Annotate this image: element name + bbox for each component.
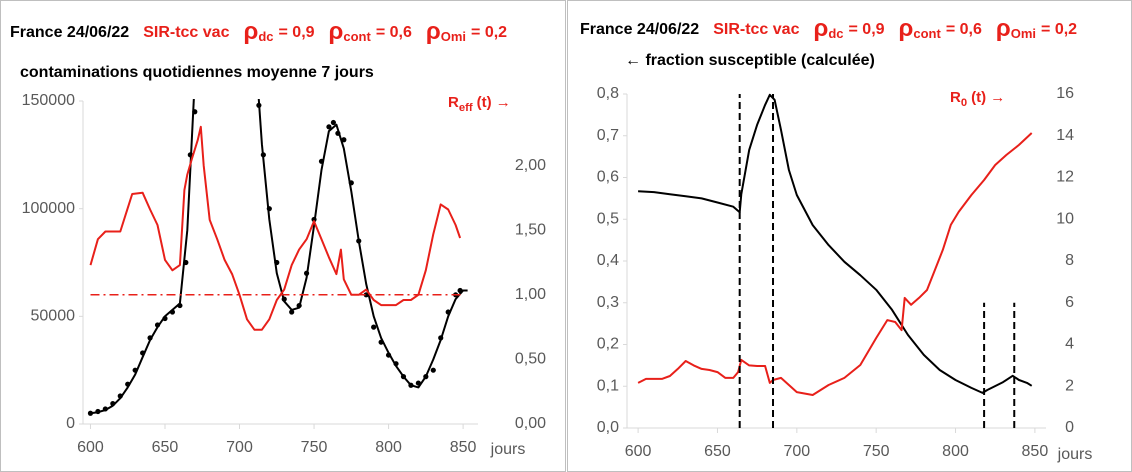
y-tick-label: 100000 <box>22 200 75 217</box>
data-point <box>326 124 332 130</box>
y2-tick-label: 6 <box>1065 294 1074 311</box>
y-tick-label: 0,8 <box>597 85 619 102</box>
x-tick-label: 750 <box>301 439 328 456</box>
y2-tick-label: 0 <box>1065 419 1074 436</box>
title-part: ρ <box>813 15 828 42</box>
title-part: SIR-tcc vac <box>143 24 229 41</box>
y-tick-label: 0 <box>66 415 75 432</box>
y2-tick-label: 0,50 <box>515 351 546 368</box>
y2-tick-label: 2 <box>1065 377 1074 394</box>
title-part: ρ <box>996 15 1011 42</box>
data-point <box>371 324 377 330</box>
data-point <box>289 309 295 315</box>
title-part: = 0,6 <box>376 24 412 41</box>
subtitle: contaminations quotidiennes moyenne 7 jo… <box>20 64 374 81</box>
x-tick-label: 650 <box>152 439 179 456</box>
x-axis-label: jours <box>490 441 526 458</box>
title-part: = 0,9 <box>849 21 885 38</box>
label-subscript: eff <box>459 102 473 114</box>
title-part: ρ <box>426 18 441 45</box>
label-text: (t) → <box>477 94 511 111</box>
panel-frame <box>0 0 566 472</box>
title-subscript: cont <box>913 26 941 41</box>
panel-frame <box>567 0 1132 472</box>
label-text: R <box>448 94 459 111</box>
x-tick-label: 600 <box>625 443 652 460</box>
x-tick-label: 650 <box>704 443 731 460</box>
title-subscript: Omi <box>441 29 466 44</box>
title-part: SIR-tcc vac <box>713 21 799 38</box>
rich-label: R0 (t) → <box>950 89 1005 109</box>
x-tick-label: 800 <box>942 443 969 460</box>
title-subscript: cont <box>343 29 371 44</box>
chart-title: France 24/06/22 SIR-tcc vac ρdc = 0,9 ρcont =… <box>10 18 507 45</box>
chart-title: France 24/06/22 SIR-tcc vac ρdc = 0,9 ρcont =… <box>580 15 1077 42</box>
title-subscript: dc <box>258 29 273 44</box>
y-tick-label: 0,4 <box>597 252 619 269</box>
title-part: = 0,9 <box>279 24 315 41</box>
label-text: (t) → <box>971 89 1005 106</box>
x-tick-label: 700 <box>226 439 253 456</box>
y-tick-label: 0,7 <box>597 127 619 144</box>
series-line <box>90 99 468 415</box>
x-tick-label: 600 <box>77 439 104 456</box>
series-line <box>637 132 1033 396</box>
data-point <box>330 119 337 126</box>
y2-tick-label: 2,00 <box>515 157 546 174</box>
y2-tick-label: 1,50 <box>515 221 546 238</box>
y-tick-label: 0,1 <box>597 377 619 394</box>
title-part: France 24/06/22 <box>10 24 129 41</box>
y-tick-label: 0,3 <box>597 294 619 311</box>
y2-tick-label: 0,00 <box>515 415 546 432</box>
title-part: = 0,6 <box>946 21 982 38</box>
x-tick-label: 750 <box>863 443 890 460</box>
y-tick-label: 0,2 <box>597 336 619 353</box>
label-subscript: 0 <box>961 97 967 109</box>
data-point <box>87 410 94 416</box>
y-tick-label: 0,6 <box>597 169 619 186</box>
title-subscript: Omi <box>1011 26 1036 41</box>
y2-tick-label: 8 <box>1065 252 1074 269</box>
y2-tick-label: 14 <box>1056 127 1074 144</box>
plot-area <box>87 99 468 416</box>
y2-tick-label: 4 <box>1065 336 1074 353</box>
title-part: = 0,2 <box>1041 21 1077 38</box>
x-axis-label: jours <box>1057 446 1093 463</box>
y-tick-label: 50000 <box>31 308 76 325</box>
x-tick-label: 850 <box>1022 443 1049 460</box>
title-subscript: dc <box>828 26 843 41</box>
title-part: = 0,2 <box>471 24 507 41</box>
x-tick-label: 850 <box>450 439 477 456</box>
x-tick-label: 800 <box>375 439 402 456</box>
rich-label: Reff (t) → <box>448 94 511 114</box>
y2-tick-label: 1,00 <box>515 286 546 303</box>
y-tick-label: 150000 <box>22 92 75 109</box>
title-part: ρ <box>243 18 258 45</box>
series-line <box>89 125 462 331</box>
y2-tick-label: 16 <box>1056 85 1074 102</box>
title-part: ρ <box>329 18 344 45</box>
y2-tick-label: 12 <box>1056 169 1074 186</box>
y-tick-label: 0,5 <box>597 210 619 227</box>
y2-tick-label: 10 <box>1056 210 1074 227</box>
x-tick-label: 700 <box>783 443 810 460</box>
y-tick-label: 0,0 <box>597 419 619 436</box>
subtitle: ← fraction susceptible (calculée) <box>625 52 875 69</box>
label-text: R <box>950 89 961 106</box>
data-point <box>430 367 436 373</box>
title-part: ρ <box>899 15 914 42</box>
title-part: France 24/06/22 <box>580 21 699 38</box>
